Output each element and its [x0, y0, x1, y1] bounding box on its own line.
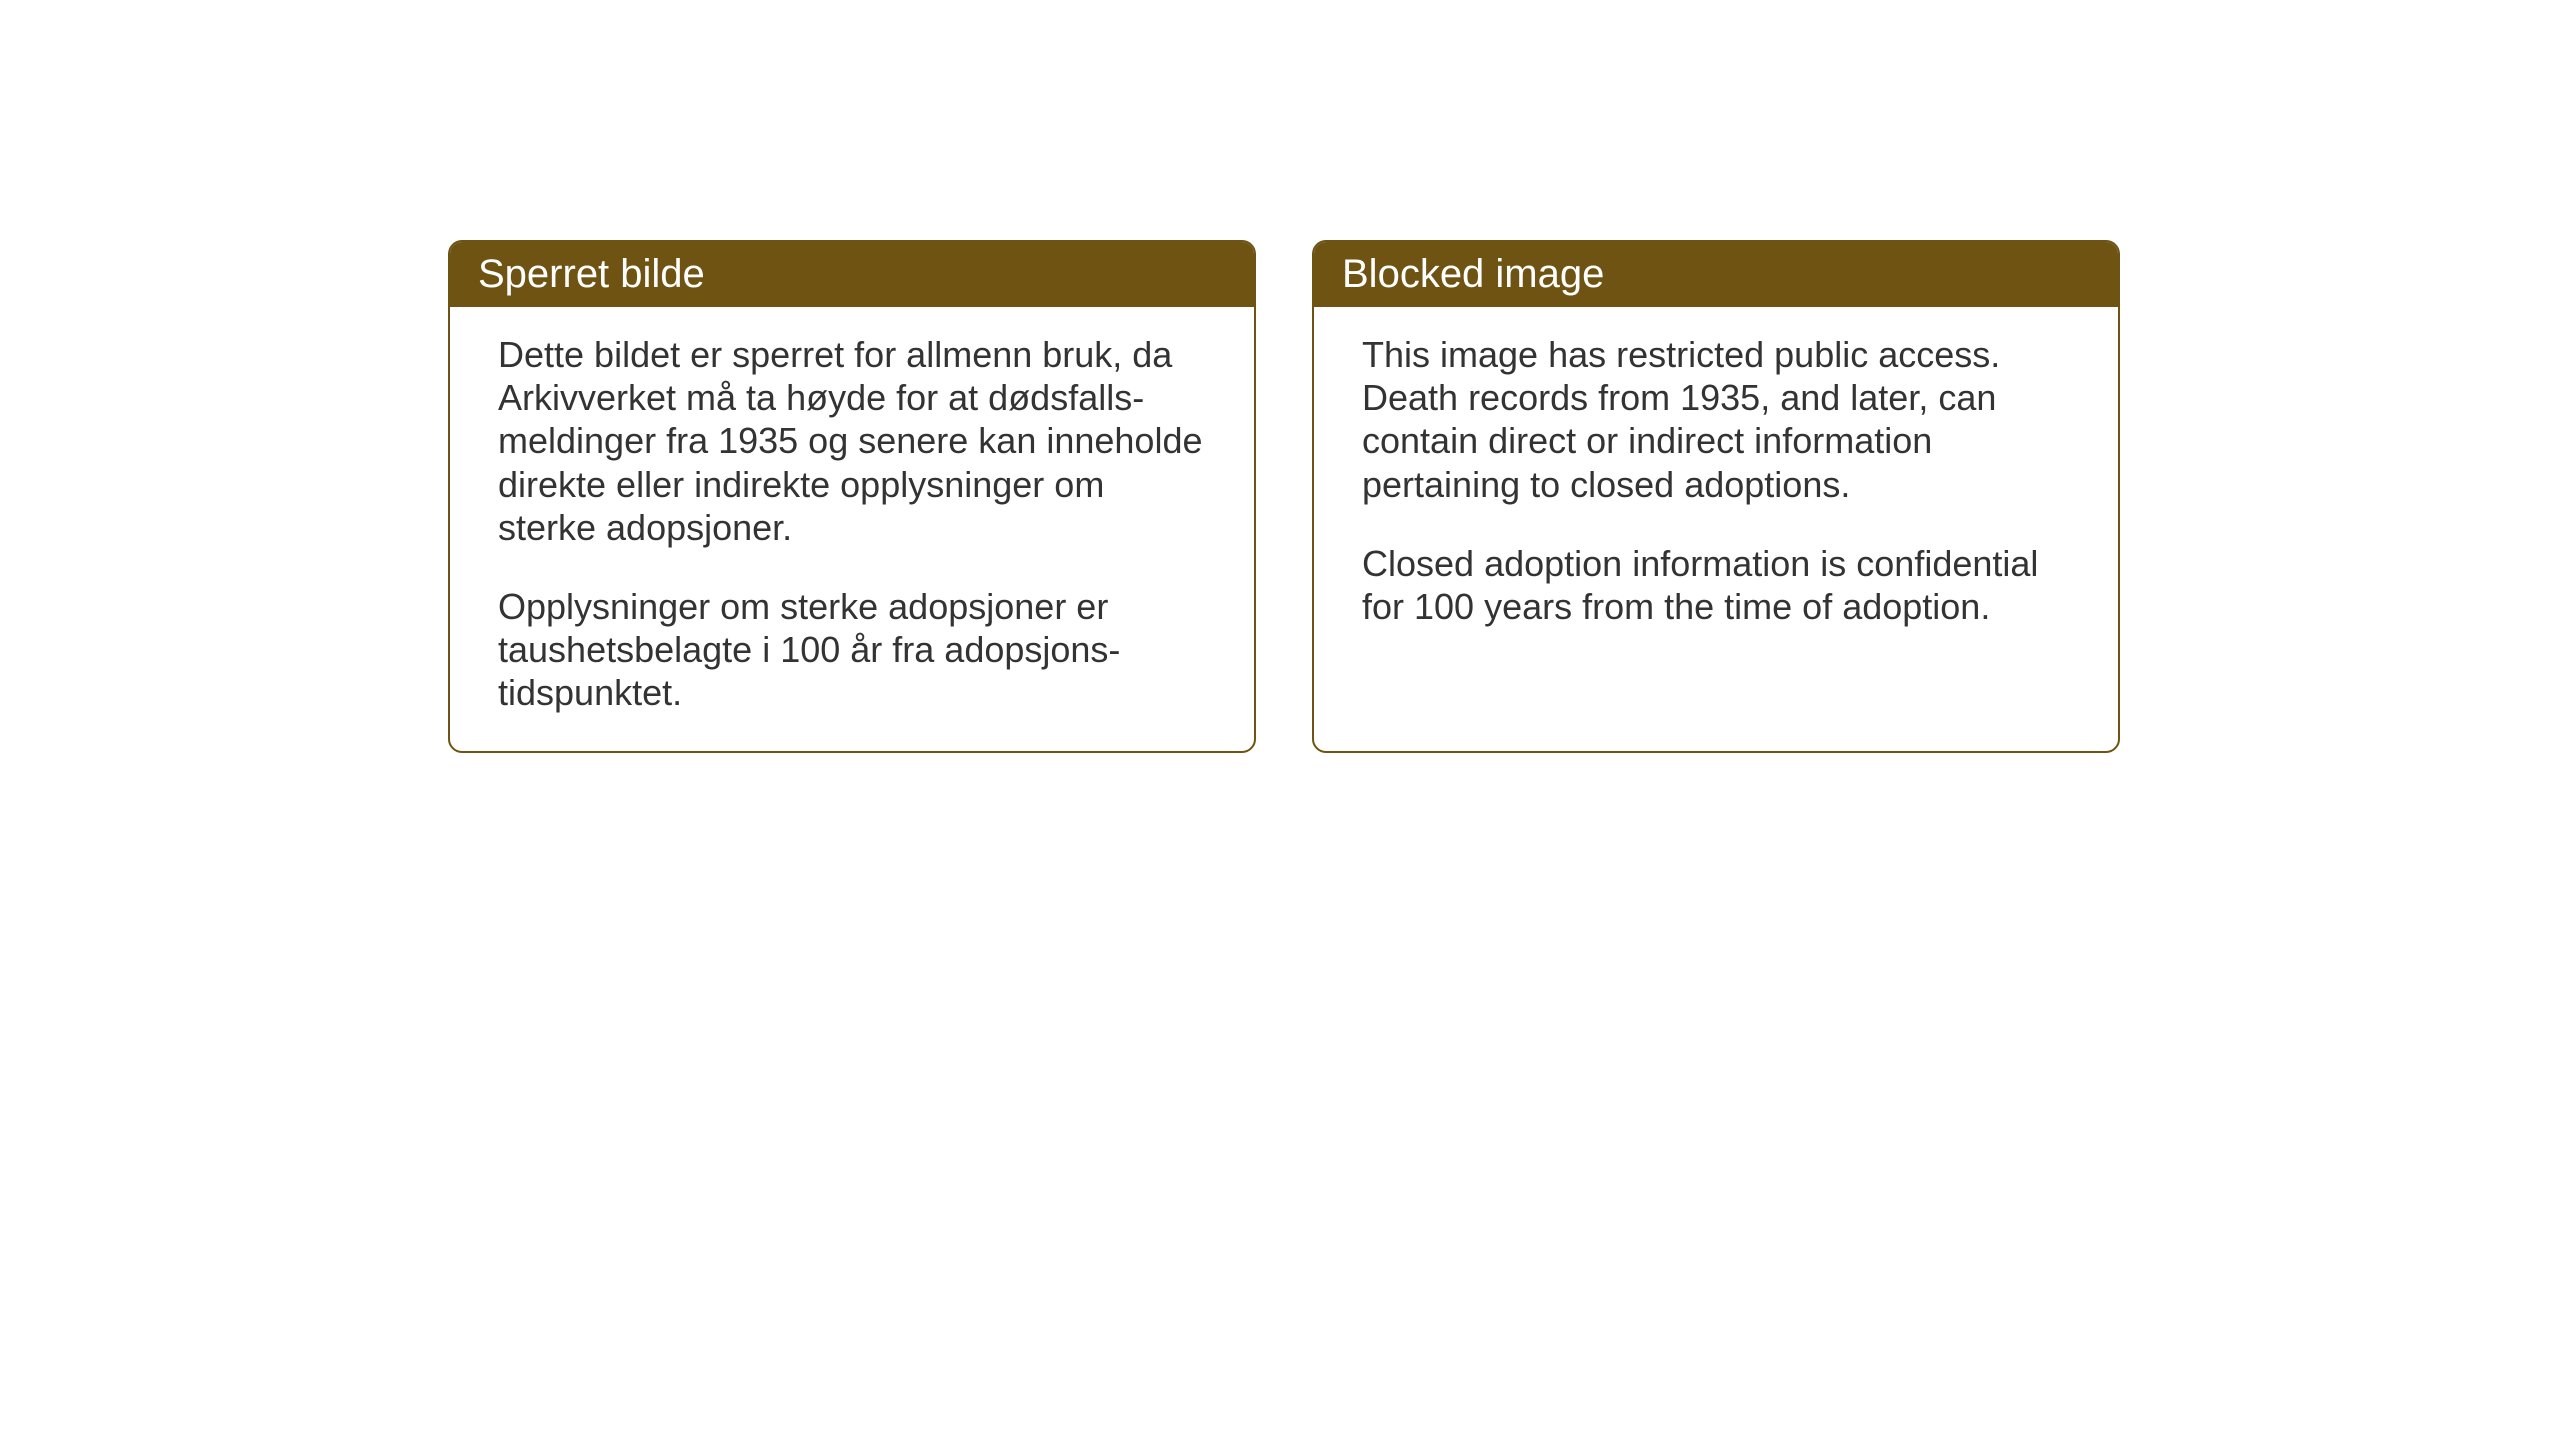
- card-header-english: Blocked image: [1314, 242, 2118, 307]
- card-paragraph-2-english: Closed adoption information is confident…: [1362, 542, 2070, 628]
- card-paragraph-1-english: This image has restricted public access.…: [1362, 333, 2070, 506]
- notice-card-norwegian: Sperret bilde Dette bildet er sperret fo…: [448, 240, 1256, 753]
- card-body-english: This image has restricted public access.…: [1314, 307, 2118, 664]
- notice-container: Sperret bilde Dette bildet er sperret fo…: [448, 240, 2120, 753]
- card-body-norwegian: Dette bildet er sperret for allmenn bruk…: [450, 307, 1254, 751]
- card-title-norwegian: Sperret bilde: [478, 252, 705, 296]
- notice-card-english: Blocked image This image has restricted …: [1312, 240, 2120, 753]
- card-header-norwegian: Sperret bilde: [450, 242, 1254, 307]
- card-paragraph-2-norwegian: Opplysninger om sterke adopsjoner er tau…: [498, 585, 1206, 715]
- card-paragraph-1-norwegian: Dette bildet er sperret for allmenn bruk…: [498, 333, 1206, 549]
- card-title-english: Blocked image: [1342, 252, 1604, 296]
